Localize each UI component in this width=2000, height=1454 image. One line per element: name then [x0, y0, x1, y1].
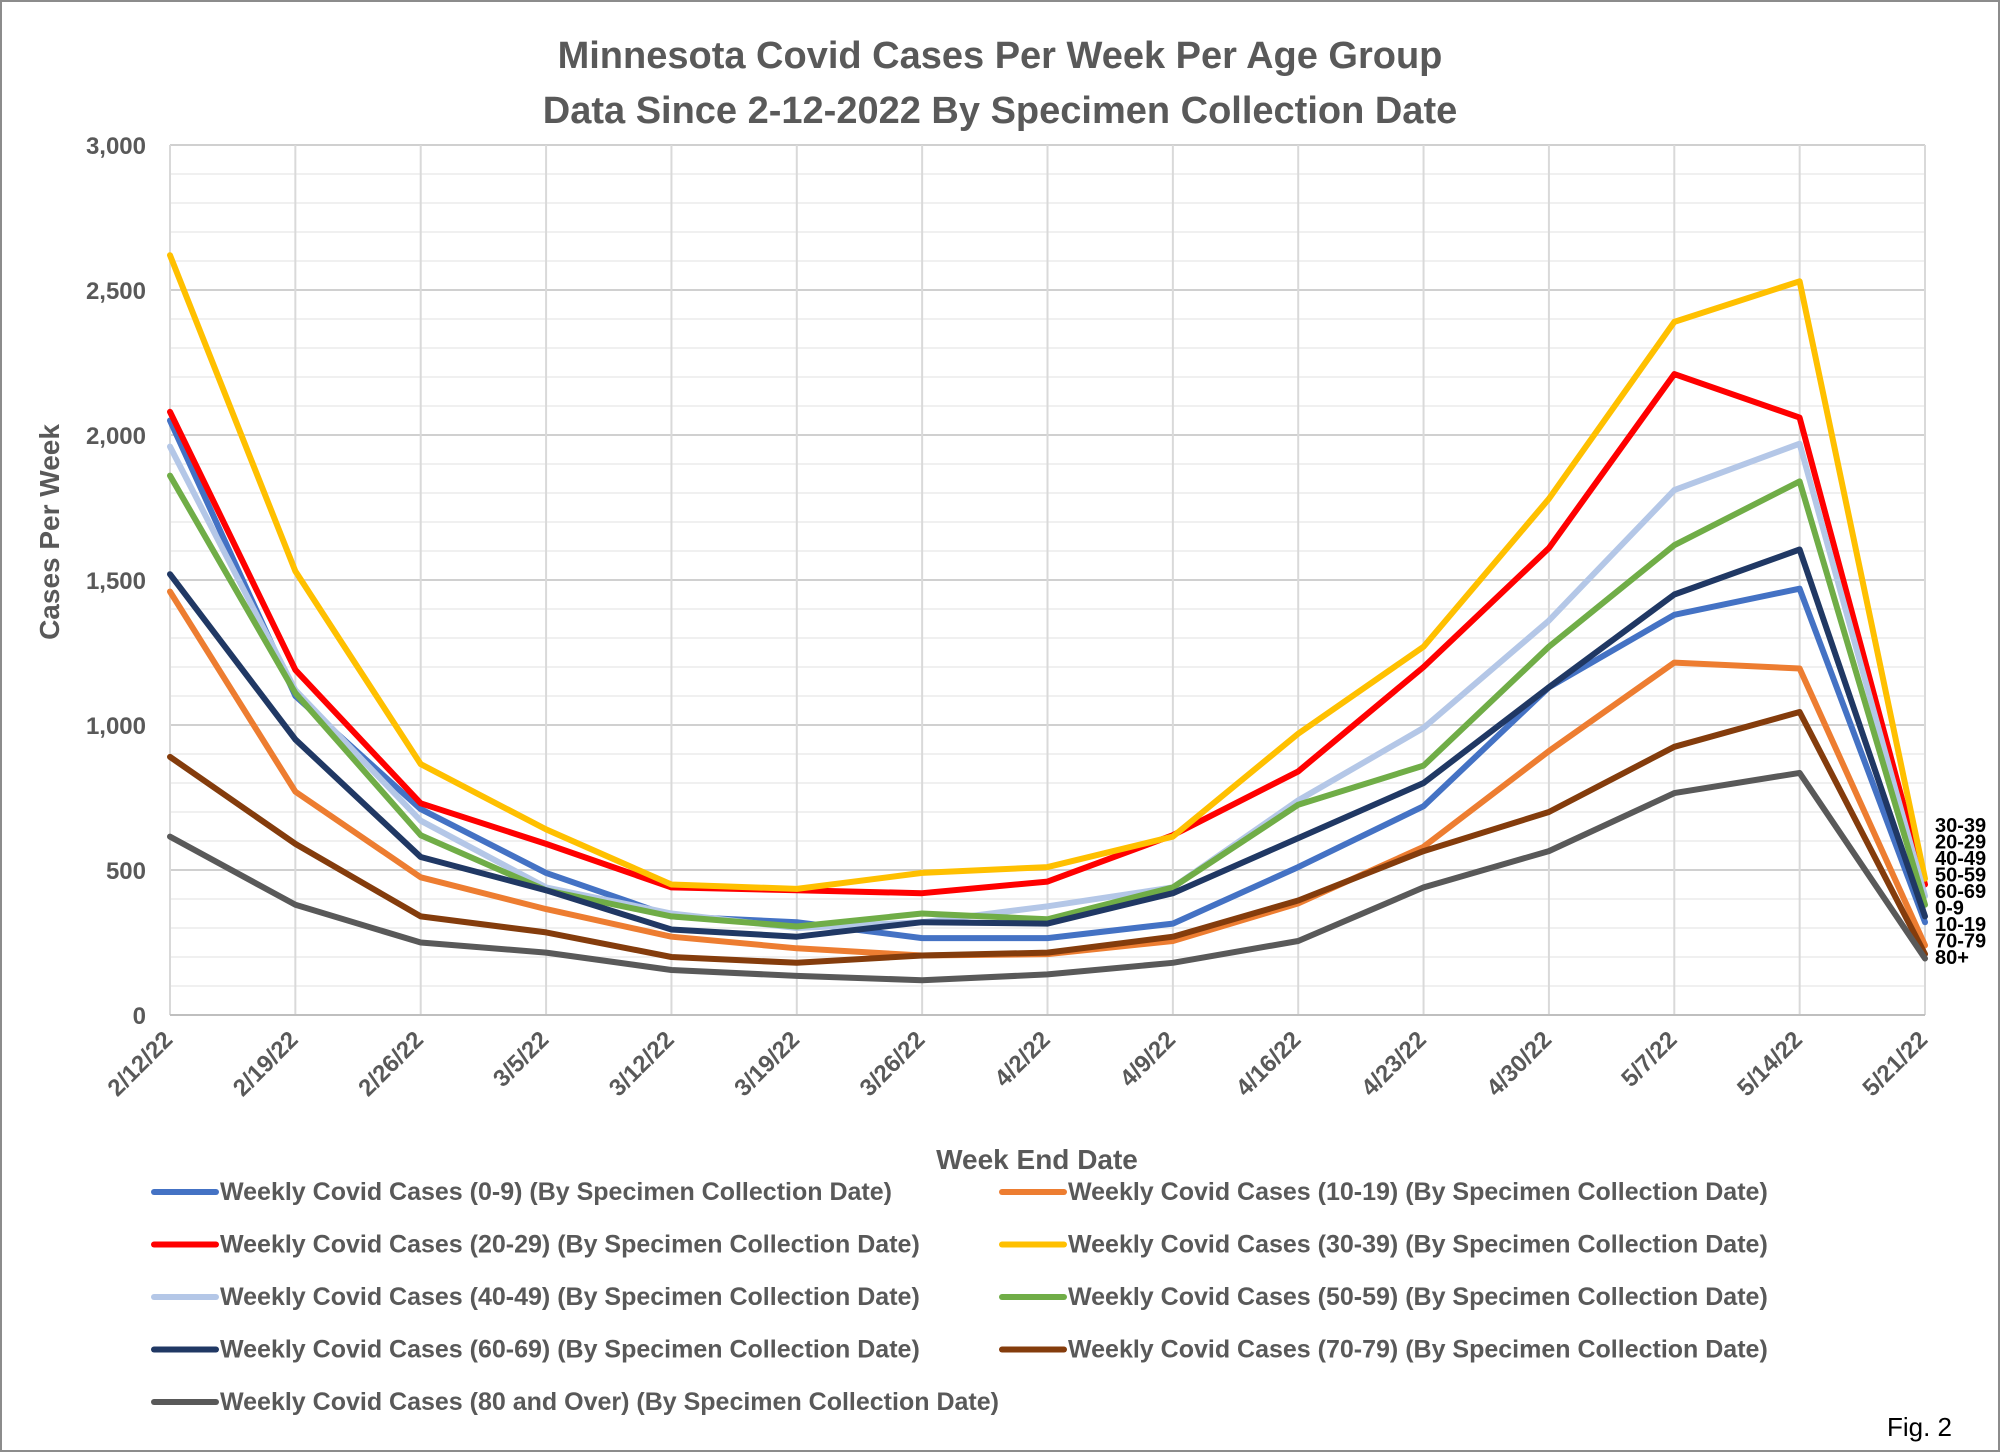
x-tick-label: 2/12/22 [103, 1026, 179, 1102]
legend: Weekly Covid Cases (0-9) (By Specimen Co… [151, 1178, 1768, 1416]
x-tick-label: 3/26/22 [855, 1026, 931, 1102]
series-lines [167, 252, 1928, 984]
legend-entry: Weekly Covid Cases (40-49) (By Specimen … [220, 1283, 920, 1311]
x-tick-label: 5/7/22 [1616, 1026, 1682, 1092]
legend-entry: Weekly Covid Cases (60-69) (By Specimen … [220, 1336, 920, 1364]
series-line-0-9 [167, 417, 1928, 942]
end-label-50-59: 50-59 [1935, 865, 1986, 887]
y-tick-label: 1,500 [86, 568, 146, 595]
x-axis-title: Week End Date [936, 1144, 1138, 1175]
series-line-80plus [167, 769, 1928, 984]
figure-label: Fig. 2 [1887, 1412, 1952, 1442]
end-label-10-19: 10-19 [1935, 914, 1986, 936]
chart-title: Minnesota Covid Cases Per Week Per Age G… [543, 35, 1457, 132]
x-tick-label: 2/26/22 [353, 1026, 429, 1102]
end-label-70-79: 70-79 [1935, 931, 1986, 953]
y-axis-title: Cases Per Week [34, 424, 65, 640]
x-tick-label: 5/14/22 [1732, 1026, 1808, 1102]
y-tick-label: 500 [106, 858, 146, 885]
legend-entry: Weekly Covid Cases (10-19) (By Specimen … [1068, 1178, 1768, 1206]
x-tick-label: 3/12/22 [604, 1026, 680, 1102]
end-label-60-69: 60-69 [1935, 881, 1986, 903]
x-tick-label: 4/30/22 [1481, 1026, 1557, 1102]
end-label-0-9: 0-9 [1935, 898, 1964, 920]
y-tick-label: 2,000 [86, 423, 146, 450]
legend-entry: Weekly Covid Cases (50-59) (By Specimen … [1068, 1283, 1768, 1311]
chart-title-line-2: Data Since 2-12-2022 By Specimen Collect… [543, 90, 1457, 132]
end-labels: 30-3920-2940-4950-5960-690-910-1970-7980… [1935, 815, 1986, 969]
x-tick-label: 4/23/22 [1356, 1026, 1432, 1102]
x-tick-label: 3/5/22 [488, 1026, 554, 1092]
series-line-70-79 [167, 709, 1928, 966]
legend-entry: Weekly Covid Cases (70-79) (By Specimen … [1068, 1336, 1768, 1364]
chart-title-line-1: Minnesota Covid Cases Per Week Per Age G… [558, 35, 1443, 77]
x-tick-label: 2/19/22 [228, 1026, 304, 1102]
end-label-80plus: 80+ [1935, 947, 1969, 969]
series-line-60-69 [167, 546, 1928, 940]
legend-entry: Weekly Covid Cases (0-9) (By Specimen Co… [220, 1178, 892, 1206]
x-tick-label: 4/2/22 [989, 1026, 1055, 1092]
x-tick-label: 5/21/22 [1858, 1026, 1934, 1102]
y-tick-label: 1,000 [86, 713, 146, 740]
y-tick-labels: 0 500 1,000 1,500 2,000 2,500 3,000 [86, 133, 146, 1030]
x-tick-label: 3/19/22 [729, 1026, 805, 1102]
y-tick-label: 3,000 [86, 133, 146, 160]
y-tick-label: 0 [133, 1003, 146, 1030]
end-label-20-29: 20-29 [1935, 832, 1986, 854]
x-tick-label: 4/16/22 [1231, 1026, 1307, 1102]
legend-entry: Weekly Covid Cases (20-29) (By Specimen … [220, 1231, 920, 1259]
legend-entry: Weekly Covid Cases (80 and Over) (By Spe… [220, 1388, 999, 1416]
end-label-40-49: 40-49 [1935, 848, 1986, 870]
series-line-50-59 [167, 472, 1928, 930]
x-tick-labels: 2/12/22 2/19/22 2/26/22 3/5/22 3/12/22 3/19/2… [103, 1026, 1934, 1102]
series-line-40-49 [167, 440, 1928, 931]
y-tick-label: 2,500 [86, 278, 146, 305]
end-label-30-39: 30-39 [1935, 815, 1986, 837]
legend-entry: Weekly Covid Cases (30-39) (By Specimen … [1068, 1231, 1768, 1259]
series-line-30-39 [167, 252, 1928, 892]
x-tick-label: 4/9/22 [1115, 1026, 1181, 1092]
series-line-20-29 [167, 371, 1928, 897]
